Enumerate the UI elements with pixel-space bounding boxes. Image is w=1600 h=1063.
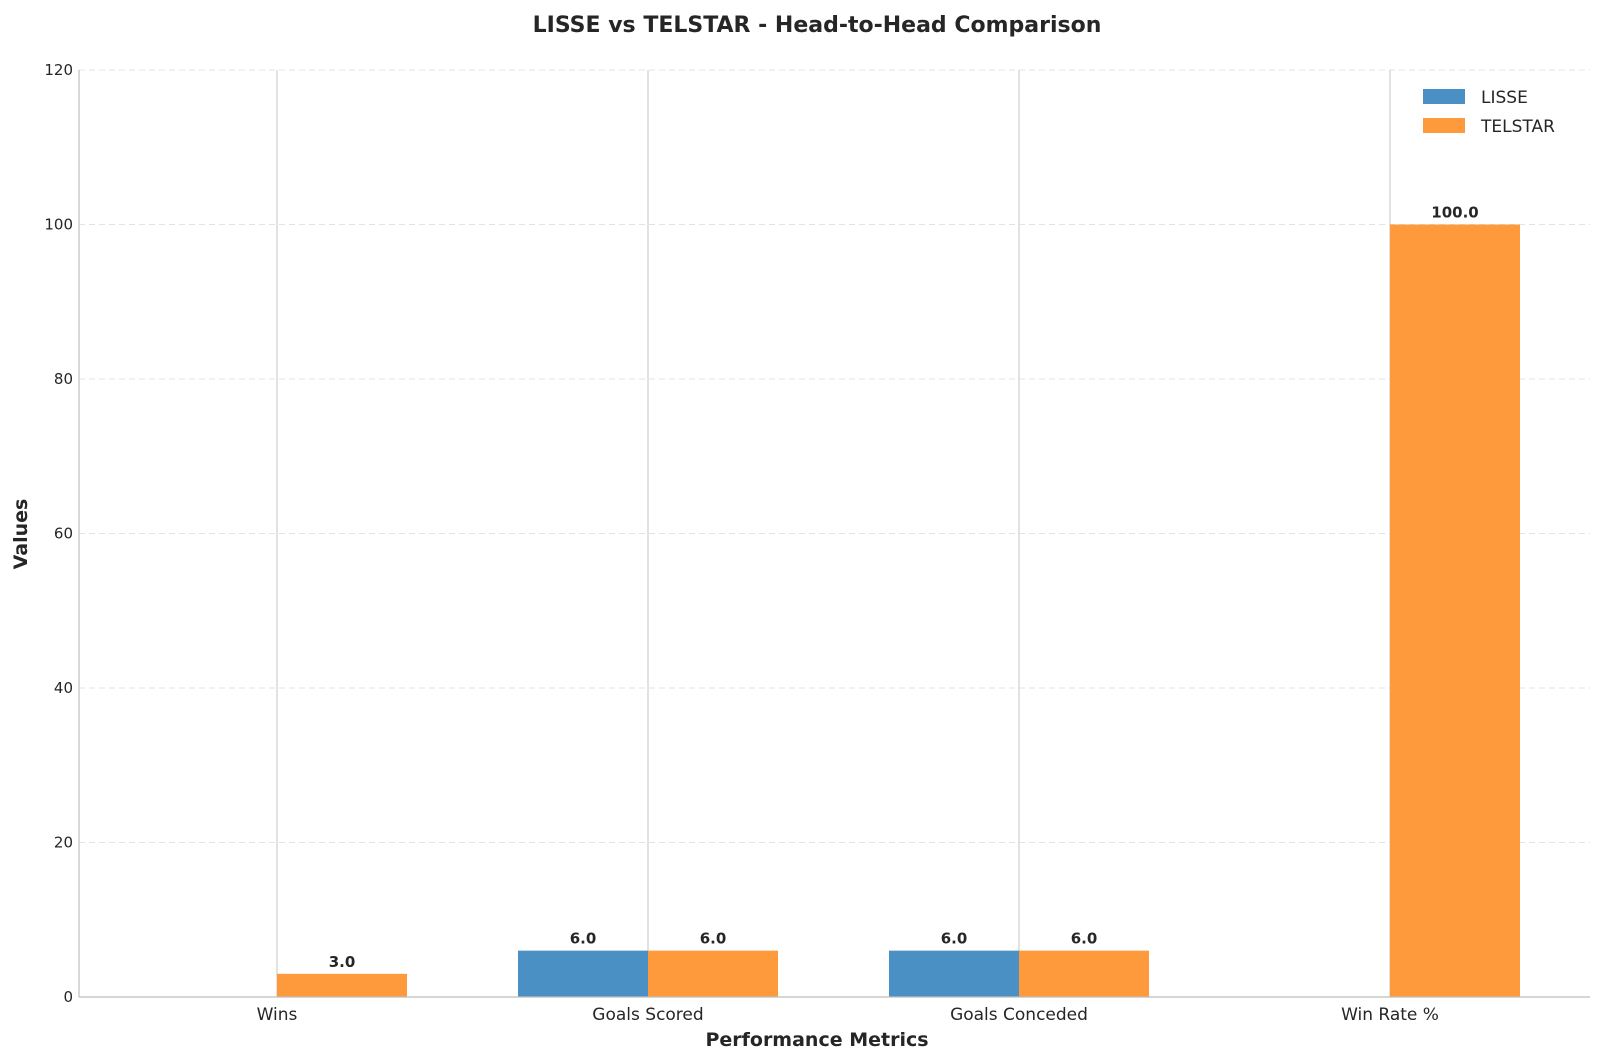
legend-swatch-telstar [1423,118,1465,133]
legend-label-telstar: TELSTAR [1480,117,1555,137]
x-tick-label: Goals Scored [592,1005,703,1025]
y-tick-label: 20 [54,834,73,852]
bar-telstar [1390,224,1520,997]
labels-layer: 0 20 40 60 80 100 120 6.0 6.0 3.0 6.0 6.0 100.0 Wins G… [44,61,1478,1025]
data-label: 6.0 [941,930,968,948]
legend-swatch-lisse [1423,89,1465,104]
data-label: 6.0 [570,930,597,948]
y-tick-label: 120 [44,61,73,79]
bar-telstar [648,950,778,997]
x-tick-label: Win Rate % [1341,1005,1439,1025]
bars-layer [277,224,1520,997]
data-label: 100.0 [1431,204,1478,222]
y-tick-label: 100 [44,216,73,234]
y-tick-label: 60 [54,525,73,543]
y-tick-label: 40 [54,679,73,697]
x-tick-label: Goals Conceded [950,1005,1088,1025]
data-label: 6.0 [700,930,727,948]
chart-title: LISSE vs TELSTAR - Head-to-Head Comparis… [533,13,1102,38]
bar-lisse [889,950,1019,997]
legend-label-lisse: LISSE [1481,88,1528,108]
bar-telstar [277,973,407,997]
y-tick-label: 0 [63,988,73,1006]
axes-layer [78,70,1590,998]
data-label: 3.0 [329,953,356,971]
legend: LISSE TELSTAR [1423,88,1555,137]
bar-telstar [1019,950,1149,997]
x-axis-label: Performance Metrics [705,1029,928,1051]
x-tick-label: Wins [257,1005,298,1025]
y-axis-label: Values [10,499,32,570]
data-label: 6.0 [1071,930,1098,948]
grid-layer [79,69,1590,997]
bar-lisse [518,950,648,997]
y-tick-label: 80 [54,370,73,388]
